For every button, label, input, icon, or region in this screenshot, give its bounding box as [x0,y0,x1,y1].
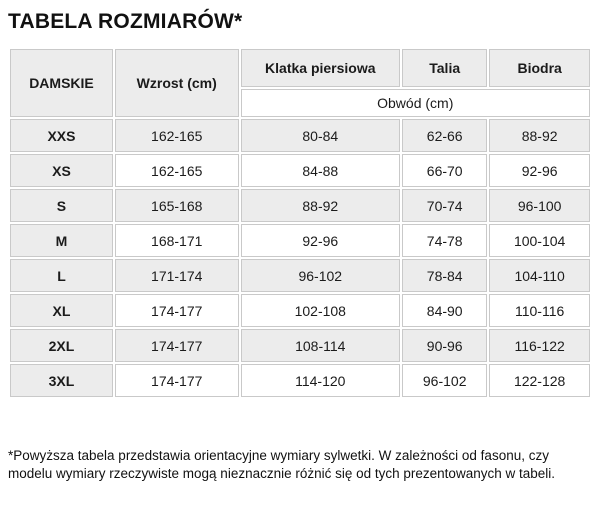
chest-value: 84-88 [240,154,401,187]
header-waist: Talia [402,49,488,87]
hips-value: 100-104 [489,224,590,257]
height-value: 174-177 [114,294,239,327]
height-value: 162-165 [114,119,239,152]
height-value: 168-171 [114,224,239,257]
hips-value: 122-128 [489,364,590,397]
chest-value: 96-102 [240,259,401,292]
chest-value: 102-108 [240,294,401,327]
height-value: 174-177 [114,364,239,397]
waist-value: 62-66 [402,119,488,152]
height-value: 165-168 [114,189,239,222]
hips-value: 88-92 [489,119,590,152]
page-title: TABELA ROZMIARÓW* [8,10,243,33]
size-label: L [10,259,113,292]
hips-value: 96-100 [489,189,590,222]
table-row-xxs: XXS 162-165 80-84 62-66 88-92 [10,119,590,152]
table-row-2xl: 2XL 174-177 108-114 90-96 116-122 [10,329,590,362]
chest-value: 108-114 [240,329,401,362]
hips-value: 116-122 [489,329,590,362]
table-row-xl: XL 174-177 102-108 84-90 110-116 [10,294,590,327]
chest-value: 92-96 [240,224,401,257]
table-row-l: L 171-174 96-102 78-84 104-110 [10,259,590,292]
hips-value: 92-96 [489,154,590,187]
header-wzrost: Wzrost (cm) [114,49,239,117]
footnote: *Powyższa tabela przedstawia orientacyjn… [8,448,555,482]
chest-value: 114-120 [240,364,401,397]
size-label: S [10,189,113,222]
waist-value: 74-78 [402,224,488,257]
table-row-xs: XS 162-165 84-88 66-70 92-96 [10,154,590,187]
height-value: 171-174 [114,259,239,292]
hips-value: 110-116 [489,294,590,327]
height-value: 174-177 [114,329,239,362]
height-value: 162-165 [114,154,239,187]
size-label: XXS [10,119,113,152]
size-label: 2XL [10,329,113,362]
chest-value: 80-84 [240,119,401,152]
size-label: M [10,224,113,257]
waist-value: 90-96 [402,329,488,362]
size-label: XL [10,294,113,327]
waist-value: 84-90 [402,294,488,327]
header-row-subheader: Obwód (cm) [10,89,590,117]
header-chest: Klatka piersiowa [240,49,401,87]
table-row-m: M 168-171 92-96 74-78 100-104 [10,224,590,257]
size-label: XS [10,154,113,187]
waist-value: 96-102 [402,364,488,397]
size-table: DAMSKIE Wzrost (cm) Klatka piersiowa Tal… [8,47,592,399]
hips-value: 104-110 [489,259,590,292]
waist-value: 70-74 [402,189,488,222]
header-obwod: Obwód (cm) [240,89,590,117]
waist-value: 66-70 [402,154,488,187]
header-row-measures: DAMSKIE Wzrost (cm) Klatka piersiowa Tal… [10,49,590,117]
size-label: 3XL [10,364,113,397]
chest-value: 88-92 [240,189,401,222]
waist-value: 78-84 [402,259,488,292]
table-row-3xl: 3XL 174-177 114-120 96-102 122-128 [10,364,590,397]
table-row-s: S 165-168 88-92 70-74 96-100 [10,189,590,222]
header-damskie: DAMSKIE [10,49,113,117]
header-hips: Biodra [489,49,590,87]
